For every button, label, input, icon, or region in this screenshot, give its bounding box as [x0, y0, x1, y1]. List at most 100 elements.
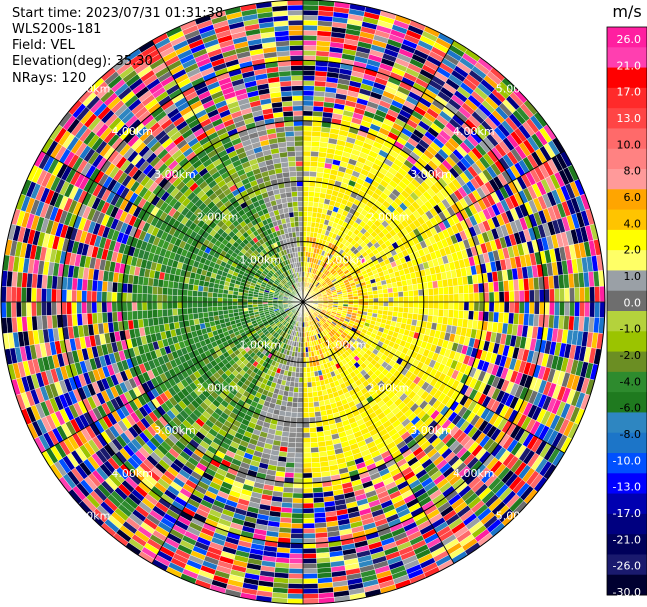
ppi-gate-cell: [398, 301, 404, 308]
ppi-gate-cell: [498, 301, 505, 313]
ppi-gate-cell: [293, 482, 304, 489]
ppi-gate-cell: [302, 100, 314, 107]
ppi-gate-cell: [302, 472, 313, 479]
ppi-gate-cell: [287, 447, 296, 453]
ppi-gate-cell: [294, 452, 304, 459]
ppi-gate-cell: [302, 397, 309, 403]
ppi-gate-cell: [302, 588, 319, 595]
ppi-gate-cell: [302, 517, 315, 524]
ppi-gate-cell: [291, 507, 304, 514]
ppi-gate-cell: [302, 432, 311, 439]
ppi-gate-cell: [407, 284, 414, 292]
ppi-gate-cell: [297, 402, 304, 408]
ppi-gate-cell: [357, 295, 364, 300]
ppi-gate-cell: [294, 371, 300, 378]
ppi-gate-cell: [288, 563, 304, 569]
ppi-gate-cell: [534, 301, 540, 315]
ppi-gate-cell: [574, 301, 580, 317]
ppi-gate-cell: [473, 301, 480, 312]
ppi-gate-cell: [463, 301, 470, 311]
ppi-gate-cell: [408, 296, 414, 303]
ppi-gate-cell: [293, 477, 304, 484]
ppi-gate-cell: [302, 120, 313, 127]
ppi-gate-cell: [298, 372, 304, 378]
ppi-gate-cell: [291, 401, 298, 408]
ppi-gate-cell: [312, 110, 324, 117]
ppi-gate-cell: [302, 447, 312, 454]
ppi-gate-cell: [294, 457, 304, 464]
ppi-gate-cell: [312, 105, 324, 112]
ppi-gate-cell: [358, 301, 364, 306]
ppi-gate-cell: [302, 130, 313, 137]
ppi-gate-cell: [302, 487, 314, 494]
ppi-gate-cell: [599, 301, 606, 318]
ppi-gate-cell: [291, 406, 298, 413]
ppi-gate-cell: [302, 155, 311, 162]
ppi-gate-cell: [579, 287, 586, 303]
ppi-gate-cell: [306, 226, 312, 233]
ppi-gate-cell: [524, 289, 530, 303]
ppi-gate-cell: [423, 301, 429, 309]
ppi-gate-cell: [418, 301, 424, 309]
ppi-gate-cell: [288, 431, 297, 438]
ppi-gate-cell: [513, 301, 520, 314]
ppi-gate-cell: [397, 311, 404, 318]
ppi-gate-cell: [569, 287, 575, 303]
ppi-gate-cell: [383, 297, 389, 303]
ppi-gate-cell: [427, 288, 434, 296]
ppi-gate-cell: [311, 457, 320, 463]
ppi-gate-cell: [478, 292, 485, 303]
ppi-gate-cell: [564, 287, 570, 303]
ppi-gate-cell: [368, 298, 374, 303]
ppi-gate-cell: [298, 377, 304, 383]
ppi-gate-cell: [312, 396, 319, 403]
ppi-gate-cell: [402, 285, 409, 292]
ppi-gate-cell: [392, 306, 399, 313]
ppi-gate-cell: [302, 482, 313, 489]
ppi-gate-cell: [307, 216, 313, 223]
ppi-gate-cell: [302, 502, 314, 509]
ppi-gate-cell: [373, 301, 379, 307]
ppi-gate-cell: [382, 288, 389, 294]
ppi-gate-cell: [373, 297, 379, 303]
ppi-gate-cell: [493, 311, 500, 323]
ppi-gate-cell: [524, 301, 530, 315]
ppi-gate-cell: [312, 492, 324, 499]
ppi-gate-cell: [298, 382, 304, 388]
ppi-gate-cell: [564, 301, 570, 317]
ppi-gate-cell: [393, 296, 399, 303]
ppi-gate-cell: [458, 285, 464, 294]
ppi-gate-cell: [287, 588, 304, 595]
ppi-gate-cell: [282, 487, 294, 494]
ppi-gate-cell: [382, 292, 389, 298]
ppi-gate-cell: [302, 442, 311, 449]
ppi-gate-cell: [302, 387, 308, 393]
ppi-gate-cell: [310, 371, 316, 378]
ppi-gate-cell: [412, 307, 419, 315]
ppi-gate-cell: [453, 293, 460, 303]
ppi-gate-cell: [363, 301, 369, 306]
ppi-gate-cell: [311, 141, 320, 147]
ppi-gate-cell: [407, 307, 414, 314]
ppi-gate-cell: [302, 140, 312, 147]
ppi-gate-cell: [407, 312, 414, 320]
ppi-gate-cell: [397, 291, 404, 298]
ppi-gate-cell: [302, 352, 307, 358]
ppi-gate-cell: [539, 289, 545, 303]
ppi-gate-cell: [311, 462, 321, 469]
ppi-gate-cell: [372, 293, 379, 299]
ppi-gate-cell: [407, 290, 414, 297]
ppi-gate-cell: [305, 356, 310, 363]
ppi-gate-cell: [296, 412, 304, 418]
ppi-gate-cell: [302, 14, 319, 21]
ppi-gate-cell: [302, 497, 314, 504]
ppi-gate-cell: [296, 427, 304, 434]
ppi-gate-cell: [302, 231, 307, 237]
ppi-gate-cell: [309, 166, 318, 173]
ppi-gate-cell: [302, 201, 309, 207]
ppi-gate-cell: [478, 301, 485, 312]
ppi-gate-cell: [284, 472, 295, 479]
ppi-gate-cell: [313, 406, 321, 413]
ppi-gate-cell: [549, 288, 555, 303]
ppi-gate-cell: [388, 301, 394, 307]
